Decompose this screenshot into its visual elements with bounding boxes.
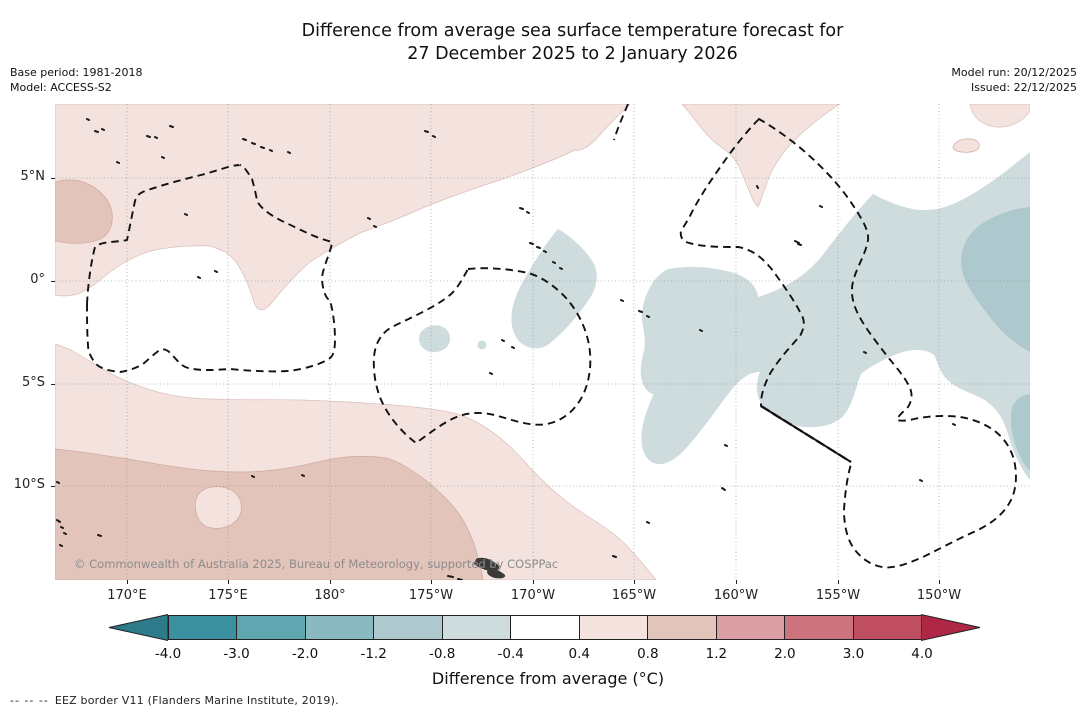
lat-label-10S: 10°S bbox=[13, 477, 45, 492]
island-specks bbox=[56, 118, 956, 581]
colorbar-tick--0.8: -0.8 bbox=[429, 646, 456, 662]
colorbar-segment-9 bbox=[784, 616, 853, 639]
contour-cool-east-mass bbox=[641, 152, 1030, 480]
contour-warm-top-right-corner bbox=[969, 103, 1031, 128]
page-title: Difference from average sea surface temp… bbox=[30, 20, 1085, 66]
lon-label-160W: 160°W bbox=[713, 588, 759, 603]
contour-cool-east-core-lower bbox=[1011, 394, 1030, 471]
contour-warm-small-lens bbox=[952, 138, 980, 153]
model-name-text: Model: ACCESS-S2 bbox=[10, 81, 112, 94]
colorbar-tick-0.4: 0.4 bbox=[568, 646, 591, 662]
lon-tick bbox=[838, 580, 839, 584]
colorbar-left-arrow bbox=[108, 614, 168, 641]
colorbar-segment-7 bbox=[647, 616, 716, 639]
contour-warm-south-core bbox=[54, 448, 484, 581]
model-run-text: Model run: 20/12/2025 bbox=[951, 66, 1077, 79]
lon-label-180: 180° bbox=[314, 588, 346, 603]
eez-border-dense-diagonal bbox=[760, 405, 852, 463]
colorbar-tick--0.4: -0.4 bbox=[497, 646, 524, 662]
lon-tick bbox=[939, 580, 940, 584]
lon-label-155W: 155°W bbox=[815, 588, 861, 603]
contour-cool-diagonal-band bbox=[511, 229, 597, 349]
lat-tick bbox=[51, 384, 55, 385]
colorbar-tick--2.0: -2.0 bbox=[291, 646, 319, 662]
colorbar-segment-4 bbox=[441, 616, 511, 639]
colorbar-tick-2.0: 2.0 bbox=[774, 646, 796, 662]
lon-label-170E: 170°E bbox=[107, 588, 147, 603]
lon-label-150W: 150°W bbox=[916, 588, 962, 603]
colorbar-segment-3 bbox=[373, 616, 442, 639]
colorbar-segment-5 bbox=[510, 616, 579, 639]
colorbar-axis-label: Difference from average (°C) bbox=[431, 669, 665, 688]
contour-cool-small-spot bbox=[419, 325, 451, 353]
contour-warm-west-blob bbox=[54, 179, 113, 244]
lon-tick bbox=[736, 580, 737, 584]
colorbar-segment-0 bbox=[169, 616, 237, 639]
issued-text: Issued: 22/12/2025 bbox=[970, 81, 1077, 94]
contour-cool-tiny-spot bbox=[477, 340, 487, 350]
positive-anomaly-regions bbox=[54, 103, 1031, 581]
model-info: Base period: 1981-2018 Model: ACCESS-S2 bbox=[10, 65, 142, 95]
island-fiji-second bbox=[487, 569, 506, 579]
lat-tick bbox=[51, 281, 55, 282]
negative-anomaly-regions bbox=[419, 152, 1030, 480]
lon-tick bbox=[431, 580, 432, 584]
sst-anomaly-map bbox=[54, 103, 1031, 581]
map-canvas bbox=[54, 103, 1031, 581]
colorbar-segment-10 bbox=[852, 616, 921, 639]
eez-border-top-fragment bbox=[613, 103, 629, 141]
colorbar-tick-4.0: 4.0 bbox=[911, 646, 933, 662]
lat-label-5N: 5°N bbox=[20, 169, 46, 184]
eez-border-east-loop bbox=[679, 117, 1017, 569]
eez-border-west-loop bbox=[86, 164, 336, 373]
colorbar-segment-8 bbox=[715, 616, 785, 639]
colorbar-tick-1.2: 1.2 bbox=[705, 646, 728, 662]
lat-label-5S: 5°S bbox=[21, 375, 45, 390]
colorbar-tick--3.0: -3.0 bbox=[223, 646, 250, 662]
title-line-2: 27 December 2025 to 2 January 2026 bbox=[407, 44, 738, 64]
colorbar-right-arrow bbox=[921, 614, 981, 641]
copyright-text: © Commonwealth of Australia 2025, Bureau… bbox=[74, 557, 559, 571]
contour-warm-south-pocket bbox=[194, 486, 242, 529]
lat-tick bbox=[51, 486, 55, 487]
eez-legend-dash-sample: -- -- -- bbox=[10, 694, 49, 707]
colorbar-tick-0.8: 0.8 bbox=[637, 646, 659, 662]
colorbar-tick--1.2: -1.2 bbox=[360, 646, 387, 662]
contour-cool-central-patch bbox=[640, 266, 759, 396]
contour-cool-east-core-upper bbox=[961, 207, 1030, 352]
island-fiji-main bbox=[474, 557, 500, 571]
colorbar-segment-6 bbox=[578, 616, 648, 639]
contour-warm-top-wedge bbox=[681, 103, 842, 208]
lon-tick bbox=[127, 580, 128, 584]
eez-border-central-loop bbox=[372, 267, 592, 445]
lon-tick bbox=[533, 580, 534, 584]
title-line-1: Difference from average sea surface temp… bbox=[301, 21, 844, 41]
lat-label-0: 0° bbox=[30, 272, 45, 287]
eez-legend-label: EEZ border V11 (Flanders Marine Institut… bbox=[54, 694, 339, 707]
colorbar bbox=[168, 615, 922, 640]
lon-label-170W: 170°W bbox=[510, 588, 556, 603]
graticule-gridlines bbox=[55, 104, 1030, 580]
lon-label-175E: 175°E bbox=[208, 588, 248, 603]
base-period-text: Base period: 1981-2018 bbox=[10, 66, 143, 79]
colorbar-segment-1 bbox=[236, 616, 305, 639]
lon-label-175W: 175°W bbox=[408, 588, 454, 603]
lat-tick bbox=[51, 178, 55, 179]
colorbar-tick-3.0: 3.0 bbox=[842, 646, 865, 662]
lon-label-165W: 165°W bbox=[611, 588, 657, 603]
island-markers bbox=[56, 118, 956, 581]
lon-tick bbox=[634, 580, 635, 584]
lon-tick bbox=[330, 580, 331, 584]
colorbar-tick-labels: -4.0 -3.0 -2.0 -1.2 -0.8 -0.4 0.4 0.8 1.2 2.0 3.0 4… bbox=[155, 646, 933, 664]
run-info: Model run: 20/12/2025 Issued: 22/12/2025 bbox=[951, 65, 1077, 95]
eez-borders bbox=[86, 103, 1017, 569]
lon-tick bbox=[228, 580, 229, 584]
colorbar-segment-2 bbox=[304, 616, 374, 639]
contour-warm-top-band bbox=[54, 103, 631, 311]
colorbar-tick--4.0: -4.0 bbox=[154, 646, 182, 662]
eez-legend: -- -- -- EEZ border V11 (Flanders Marine … bbox=[10, 694, 339, 707]
